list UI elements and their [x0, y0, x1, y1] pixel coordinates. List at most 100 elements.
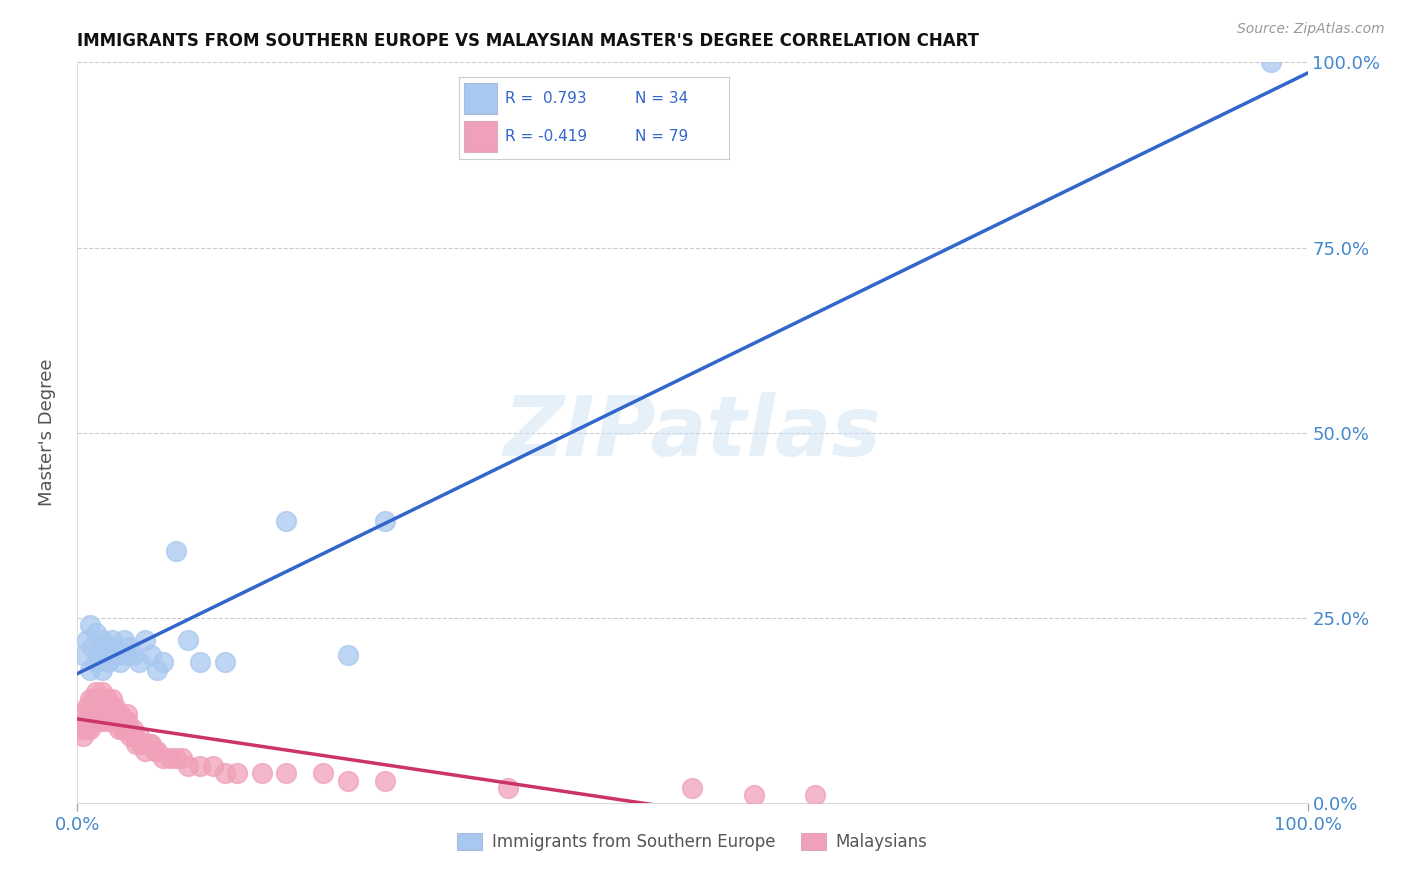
Point: [72, 729, 94, 743]
Point: [146, 663, 169, 677]
Point: [143, 744, 166, 758]
Point: [90, 663, 114, 677]
Point: [276, 766, 298, 780]
Point: [97, 714, 120, 729]
Point: [122, 729, 145, 743]
Point: [82, 692, 104, 706]
Point: [101, 632, 124, 647]
Point: [96, 692, 118, 706]
Point: [134, 632, 156, 647]
Point: [76, 722, 98, 736]
Point: [101, 692, 124, 706]
Y-axis label: Master's Degree: Master's Degree: [38, 359, 56, 507]
Point: [89, 648, 111, 662]
Point: [84, 714, 107, 729]
Point: [374, 773, 396, 788]
Point: [97, 648, 120, 662]
Point: [84, 699, 107, 714]
Point: [214, 655, 236, 669]
Point: [89, 714, 111, 729]
Point: [165, 544, 187, 558]
Point: [100, 699, 122, 714]
Point: [1260, 55, 1282, 70]
Point: [201, 758, 224, 772]
Point: [114, 722, 136, 736]
Point: [90, 706, 112, 721]
Point: [188, 655, 212, 669]
Point: [104, 699, 127, 714]
Point: [70, 722, 93, 736]
Point: [337, 648, 360, 662]
Point: [121, 722, 143, 736]
Point: [177, 632, 200, 647]
Point: [75, 714, 97, 729]
Point: [226, 766, 249, 780]
Point: [79, 692, 101, 706]
Point: [103, 640, 125, 655]
Point: [103, 706, 125, 721]
Point: [141, 737, 163, 751]
Point: [110, 706, 132, 721]
Point: [91, 692, 114, 706]
Point: [120, 729, 142, 743]
Text: Source: ZipAtlas.com: Source: ZipAtlas.com: [1237, 22, 1385, 37]
Point: [79, 618, 101, 632]
Point: [84, 685, 107, 699]
Point: [84, 625, 107, 640]
Point: [118, 722, 141, 736]
Point: [170, 751, 193, 765]
Point: [82, 699, 104, 714]
Point: [804, 789, 827, 803]
Point: [101, 714, 124, 729]
Point: [105, 648, 128, 662]
Point: [89, 699, 111, 714]
Point: [93, 706, 115, 721]
Point: [742, 789, 765, 803]
Point: [110, 655, 132, 669]
Point: [152, 655, 174, 669]
Point: [76, 699, 98, 714]
Point: [188, 758, 212, 772]
Point: [87, 706, 110, 721]
Point: [134, 744, 156, 758]
Point: [82, 640, 104, 655]
Point: [115, 706, 138, 721]
Point: [72, 648, 94, 662]
Point: [79, 663, 101, 677]
Text: ZIPatlas: ZIPatlas: [503, 392, 882, 473]
Point: [93, 699, 115, 714]
Point: [112, 632, 135, 647]
Point: [214, 766, 236, 780]
Point: [112, 714, 135, 729]
Point: [86, 692, 108, 706]
Point: [276, 515, 298, 529]
Point: [146, 744, 169, 758]
Point: [312, 766, 335, 780]
Point: [98, 706, 121, 721]
Point: [128, 729, 150, 743]
Point: [111, 722, 134, 736]
Point: [128, 655, 150, 669]
Point: [118, 640, 141, 655]
Point: [108, 722, 131, 736]
Point: [165, 751, 187, 765]
Point: [97, 655, 120, 669]
Point: [682, 780, 704, 795]
Point: [79, 722, 101, 736]
Legend: Immigrants from Southern Europe, Malaysians: Immigrants from Southern Europe, Malaysi…: [450, 826, 935, 857]
Point: [250, 766, 273, 780]
Point: [177, 758, 200, 772]
Point: [79, 706, 101, 721]
Point: [138, 737, 160, 751]
Point: [93, 640, 115, 655]
Point: [107, 714, 129, 729]
Point: [76, 632, 98, 647]
Point: [105, 706, 128, 721]
Text: IMMIGRANTS FROM SOUTHERN EUROPE VS MALAYSIAN MASTER'S DEGREE CORRELATION CHART: IMMIGRANTS FROM SOUTHERN EUROPE VS MALAY…: [77, 32, 980, 50]
Point: [110, 714, 132, 729]
Point: [101, 706, 124, 721]
Point: [115, 714, 138, 729]
Point: [90, 685, 114, 699]
Point: [374, 515, 396, 529]
Point: [97, 699, 120, 714]
